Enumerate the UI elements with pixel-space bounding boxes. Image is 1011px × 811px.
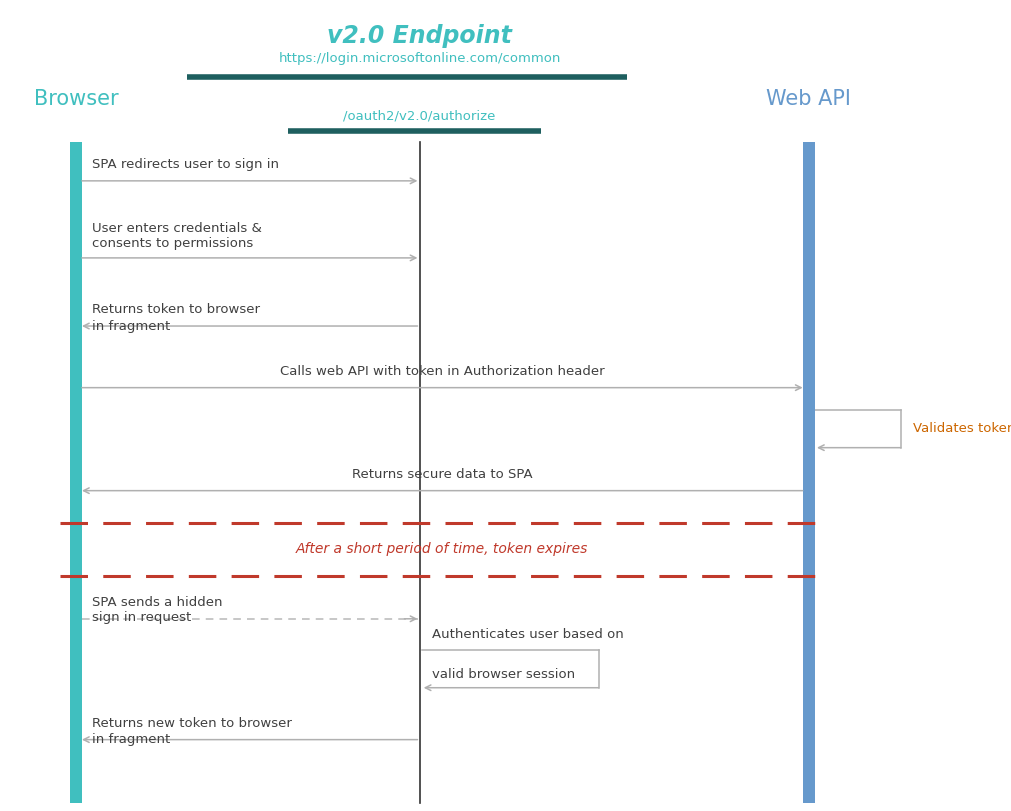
Text: After a short period of time, token expires: After a short period of time, token expi… <box>296 543 588 556</box>
Text: consents to permissions: consents to permissions <box>92 237 253 250</box>
Text: valid browser session: valid browser session <box>432 668 575 681</box>
Text: Browser: Browser <box>33 89 118 109</box>
Text: sign in request: sign in request <box>92 611 191 624</box>
Text: Calls web API with token in Authorization header: Calls web API with token in Authorizatio… <box>280 365 605 378</box>
Text: v2.0 Endpoint: v2.0 Endpoint <box>328 24 512 49</box>
Text: Returns secure data to SPA: Returns secure data to SPA <box>352 468 533 481</box>
Text: User enters credentials &: User enters credentials & <box>92 222 262 235</box>
Text: https://login.microsoftonline.com/common: https://login.microsoftonline.com/common <box>278 52 561 65</box>
Text: in fragment: in fragment <box>92 733 170 746</box>
Text: Authenticates user based on: Authenticates user based on <box>432 628 624 641</box>
Text: in fragment: in fragment <box>92 320 170 333</box>
Text: SPA redirects user to sign in: SPA redirects user to sign in <box>92 158 279 171</box>
FancyBboxPatch shape <box>70 142 82 803</box>
Text: /oauth2/v2.0/authorize: /oauth2/v2.0/authorize <box>344 109 495 122</box>
Text: Returns new token to browser: Returns new token to browser <box>92 717 292 730</box>
Text: Validates token: Validates token <box>913 422 1011 436</box>
Text: Returns token to browser: Returns token to browser <box>92 303 260 316</box>
Text: Web API: Web API <box>766 89 851 109</box>
Text: SPA sends a hidden: SPA sends a hidden <box>92 596 222 609</box>
FancyBboxPatch shape <box>803 142 815 803</box>
